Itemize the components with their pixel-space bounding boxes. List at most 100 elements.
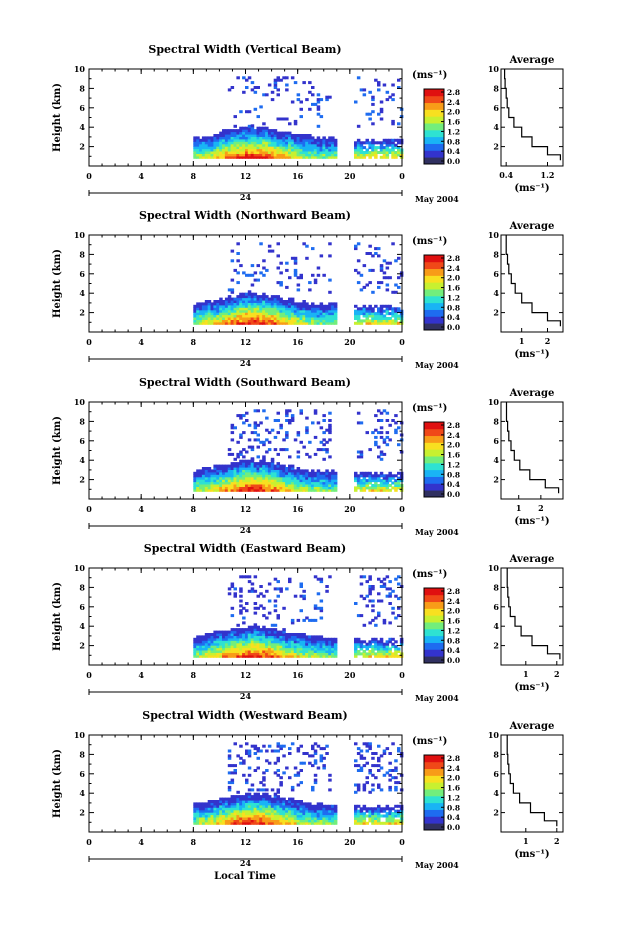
x-tick-label: 0 xyxy=(86,171,92,181)
day-label: 24 xyxy=(240,858,252,868)
colorbar-tick-label: 2.0 xyxy=(447,441,460,450)
x-tick-label: 12 xyxy=(240,337,251,347)
date-label: May 2004 xyxy=(415,860,459,870)
colorbar-tick-label: 1.6 xyxy=(447,784,460,793)
colorbar-swatch xyxy=(424,795,444,804)
colorbar-swatch xyxy=(424,490,444,498)
colorbar-tick-label: 1.2 xyxy=(447,127,460,136)
colorbar-swatch xyxy=(424,150,444,158)
x-tick-label: 20 xyxy=(344,837,356,847)
y-tick-label: 6 xyxy=(79,269,85,279)
colorbar-tick-label: 0.8 xyxy=(447,470,460,479)
y-tick-label: 6 xyxy=(79,436,85,446)
x-tick-label: 16 xyxy=(292,504,304,514)
average-profile-line xyxy=(505,235,561,327)
colorbar-tick-label: 1.6 xyxy=(447,451,460,460)
colorbar-tick-label: 0.4 xyxy=(447,147,460,156)
x-tick-label: 8 xyxy=(191,171,197,181)
average-y-tick-label: 2 xyxy=(493,142,499,152)
average-y-tick-label: 6 xyxy=(493,436,499,446)
average-profile-line xyxy=(505,402,560,494)
average-y-tick-label: 6 xyxy=(493,602,499,612)
average-frame xyxy=(500,567,564,666)
colorbar-swatch xyxy=(424,449,444,457)
average-title: Average xyxy=(509,721,555,732)
colorbar-swatch xyxy=(424,102,444,110)
average-x-tick-label: 1 xyxy=(523,669,529,679)
heatmap-cells xyxy=(193,575,404,658)
colorbar-tick-label: 1.2 xyxy=(447,460,460,469)
average-profile-line xyxy=(506,735,558,827)
colorbar-swatch xyxy=(424,275,444,283)
colorbar-tick-label: 1.6 xyxy=(447,284,460,293)
y-tick-label: 4 xyxy=(79,621,85,631)
colorbar-tick-label: 1.6 xyxy=(447,617,460,626)
y-tick-label: 8 xyxy=(79,249,85,259)
y-tick-label: 6 xyxy=(79,103,85,113)
heatmap-cells xyxy=(193,409,404,492)
colorbar-unit-label: (ms⁻¹) xyxy=(412,569,447,580)
colorbar-swatch xyxy=(424,442,444,450)
x-tick-label: 0 xyxy=(399,337,405,347)
colorbar-tick-label: 0.0 xyxy=(447,490,460,499)
average-y-tick-label: 2 xyxy=(493,641,499,651)
average-x-label: (ms⁻¹) xyxy=(514,849,549,860)
average-title: Average xyxy=(509,388,555,399)
panel-title: Spectral Width (Southward Beam) xyxy=(139,376,351,389)
average-x-tick-label: 1 xyxy=(519,336,525,346)
colorbar-tick-label: 2.4 xyxy=(447,431,460,440)
x-tick-label: 12 xyxy=(240,171,251,181)
x-tick-label: 16 xyxy=(292,171,304,181)
colorbar-tick-label: 1.2 xyxy=(447,626,460,635)
average-frame xyxy=(500,734,564,833)
colorbar-tick-label: 2.8 xyxy=(447,254,460,263)
colorbar-tick-label: 2.4 xyxy=(447,98,460,107)
average-profile-line xyxy=(504,69,561,161)
colorbar-swatch xyxy=(424,123,444,131)
x-tick-label: 16 xyxy=(292,837,304,847)
panel-title: Spectral Width (Eastward Beam) xyxy=(144,542,346,555)
colorbar-swatch xyxy=(424,109,444,117)
colorbar-swatch xyxy=(424,608,444,616)
y-tick-label: 4 xyxy=(79,288,85,298)
colorbar-swatch xyxy=(424,95,444,104)
heatmap-cells xyxy=(193,76,404,159)
colorbar-tick-label: 2.0 xyxy=(447,607,460,616)
x-tick-label: 12 xyxy=(240,670,251,680)
average-y-tick-label: 8 xyxy=(493,582,499,592)
colorbar-swatch xyxy=(424,802,444,810)
colorbar-swatch xyxy=(424,635,444,643)
colorbar-tick-label: 2.0 xyxy=(447,108,460,117)
average-x-label: (ms⁻¹) xyxy=(514,183,549,194)
colorbar-tick-label: 1.6 xyxy=(447,118,460,127)
colorbar-swatch xyxy=(424,594,444,603)
colorbar-tick-label: 2.8 xyxy=(447,88,460,97)
colorbar-swatch xyxy=(424,816,444,824)
y-tick-label: 2 xyxy=(79,308,85,318)
average-y-tick-label: 4 xyxy=(493,621,499,631)
colorbar-swatch xyxy=(424,782,444,790)
y-tick-label: 10 xyxy=(74,64,86,74)
date-label: May 2004 xyxy=(415,194,459,204)
panel-title: Spectral Width (Westward Beam) xyxy=(142,709,347,722)
average-y-tick-label: 8 xyxy=(493,416,499,426)
average-y-tick-label: 4 xyxy=(493,288,499,298)
colorbar-unit-label: (ms⁻¹) xyxy=(412,236,447,247)
colorbar-swatch xyxy=(424,282,444,290)
day-label: 24 xyxy=(240,358,252,368)
colorbar-tick-label: 2.0 xyxy=(447,274,460,283)
colorbar-swatch xyxy=(424,309,444,317)
x-tick-label: 4 xyxy=(138,670,144,680)
x-tick-label: 20 xyxy=(344,337,356,347)
colorbar-swatch xyxy=(424,775,444,783)
average-x-tick-label: 2 xyxy=(538,503,544,513)
y-tick-label: 10 xyxy=(74,230,86,240)
date-label: May 2004 xyxy=(415,527,459,537)
y-tick-label: 2 xyxy=(79,142,85,152)
average-y-tick-label: 10 xyxy=(488,397,500,407)
x-tick-label: 12 xyxy=(240,504,251,514)
average-y-tick-label: 4 xyxy=(493,122,499,132)
colorbar-unit-label: (ms⁻¹) xyxy=(412,403,447,414)
colorbar-swatch xyxy=(424,261,444,270)
